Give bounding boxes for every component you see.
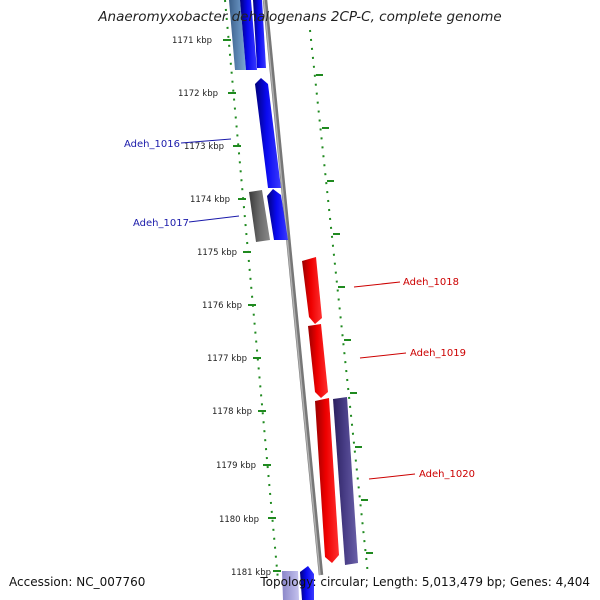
scale-label: 1175 kbp — [197, 248, 237, 258]
genome-summary: Topology: circular; Length: 5,013,479 bp… — [260, 575, 590, 589]
gene-label-adeh-1018[interactable]: Adeh_1018 — [403, 277, 459, 288]
gene-label-adeh-1017[interactable]: Adeh_1017 — [133, 218, 189, 229]
gene-adeh-1018[interactable] — [302, 257, 322, 324]
accession-label: Accession: NC_007760 — [9, 575, 146, 589]
left-track-guide — [224, 0, 279, 581]
scale-label: 1172 kbp — [178, 89, 218, 99]
label-leader-adeh-1018 — [353, 281, 401, 288]
label-leader-adeh-1020 — [368, 473, 416, 480]
gene-partial-lavender[interactable] — [282, 571, 299, 600]
scale-label: 1174 kbp — [190, 195, 230, 205]
gene-purple[interactable] — [333, 397, 358, 565]
scale-label: 1179 kbp — [216, 461, 256, 471]
genome-backbone — [262, 0, 324, 576]
label-leader-adeh-1017 — [188, 215, 240, 223]
map-title: Anaeromyxobacter dehalogenans 2CP-C, com… — [98, 9, 502, 25]
label-leader-adeh-1016 — [180, 138, 232, 144]
gene-adeh-1016[interactable] — [255, 78, 281, 188]
gene-partial-lightblue[interactable] — [229, 0, 246, 70]
gene-partial-blue-bottom[interactable] — [300, 566, 314, 600]
scale-ticks — [223, 39, 373, 572]
label-leader-adeh-1019 — [359, 352, 407, 359]
gene-partial-blue-2[interactable] — [253, 0, 266, 68]
scale-label: 1177 kbp — [207, 354, 247, 364]
gene-adeh-1019[interactable] — [308, 324, 328, 398]
scale-label: 1181 kbp — [231, 568, 271, 578]
gene-adeh-1017-gray[interactable] — [249, 190, 270, 242]
scale-label: 1176 kbp — [202, 301, 242, 311]
gene-label-adeh-1016[interactable]: Adeh_1016 — [124, 139, 180, 150]
gene-adeh-1020[interactable] — [315, 398, 339, 563]
genome-backbone-highlight — [263, 0, 321, 576]
right-track-guide — [309, 29, 369, 576]
scale-label: 1180 kbp — [219, 515, 259, 525]
gene-label-adeh-1020[interactable]: Adeh_1020 — [419, 469, 475, 480]
scale-label: 1173 kbp — [184, 142, 224, 152]
gene-label-adeh-1019[interactable]: Adeh_1019 — [410, 348, 466, 359]
scale-label: 1171 kbp — [172, 36, 212, 46]
gene-partial-blue-1[interactable] — [240, 0, 257, 70]
gene-adeh-1017[interactable] — [267, 189, 288, 240]
scale-label: 1178 kbp — [212, 407, 252, 417]
